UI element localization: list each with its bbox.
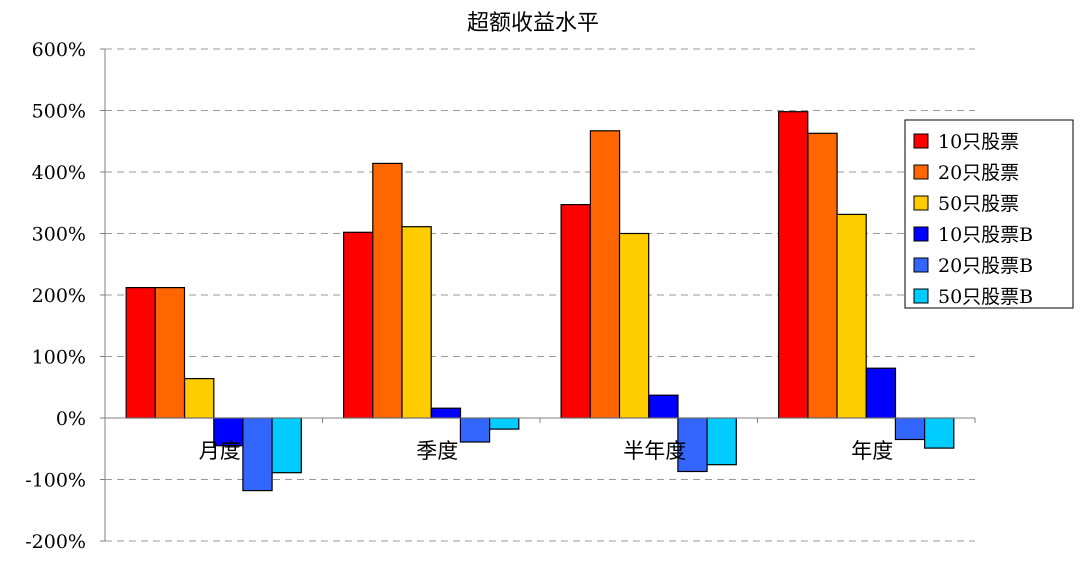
bar [807, 132, 838, 419]
bar [894, 417, 926, 441]
legend-swatch [913, 195, 929, 211]
legend-swatch [913, 288, 929, 304]
bar [125, 287, 156, 419]
legend-label: 20只股票 [938, 162, 1019, 184]
bar [923, 417, 955, 449]
bar [459, 417, 491, 443]
legend-swatch [913, 164, 929, 180]
y-tick-label: 400% [32, 162, 86, 184]
bar [836, 213, 867, 419]
legend-label: 50只股票B [938, 286, 1033, 308]
legend-label: 50只股票 [938, 193, 1019, 215]
category-label: 月度 [199, 439, 241, 463]
legend-label: 10只股票B [938, 224, 1033, 246]
category-label: 半年度 [623, 439, 686, 463]
bar [489, 417, 520, 430]
legend-swatch [913, 257, 929, 273]
y-tick-label: 200% [32, 285, 86, 307]
bar [401, 226, 432, 419]
bar [372, 162, 403, 419]
bar [271, 417, 302, 474]
bar [430, 407, 462, 419]
bar [865, 367, 897, 419]
legend: 10只股票 20只股票 50只股票 10只股票B 20只股票B 50只股票B [904, 119, 1074, 309]
y-tick-label: 300% [32, 224, 86, 246]
legend-label: 20只股票B [938, 255, 1033, 277]
category-labels: 月度 季度 半年度 年度 [199, 439, 894, 463]
category-label: 季度 [416, 439, 458, 463]
bar [184, 378, 215, 419]
y-tick-label: 600% [32, 39, 86, 61]
bar [706, 417, 737, 466]
bar [242, 417, 273, 492]
x-axis [104, 417, 976, 423]
bar [560, 204, 591, 419]
y-tick-label: -200% [25, 531, 86, 553]
y-tick-label: 0% [56, 408, 86, 430]
bars [125, 111, 955, 492]
bar [154, 287, 186, 419]
bar [648, 394, 679, 419]
y-tick-label: -100% [25, 470, 86, 492]
chart-title: 超额收益水平 [467, 11, 599, 36]
y-tick-label: 500% [32, 101, 86, 123]
legend-label: 10只股票 [938, 131, 1019, 153]
bar [589, 130, 621, 419]
bar [618, 232, 650, 419]
legend-swatch [913, 226, 929, 242]
y-tick-label: 100% [32, 347, 86, 369]
bar [777, 111, 809, 419]
legend-swatch [913, 133, 929, 149]
y-axis: 600% 500% 400% 300% 200% 100% 0% -100% -200% [25, 39, 106, 553]
bar [343, 231, 374, 419]
legend-box [904, 119, 1074, 309]
category-label: 年度 [851, 439, 893, 463]
